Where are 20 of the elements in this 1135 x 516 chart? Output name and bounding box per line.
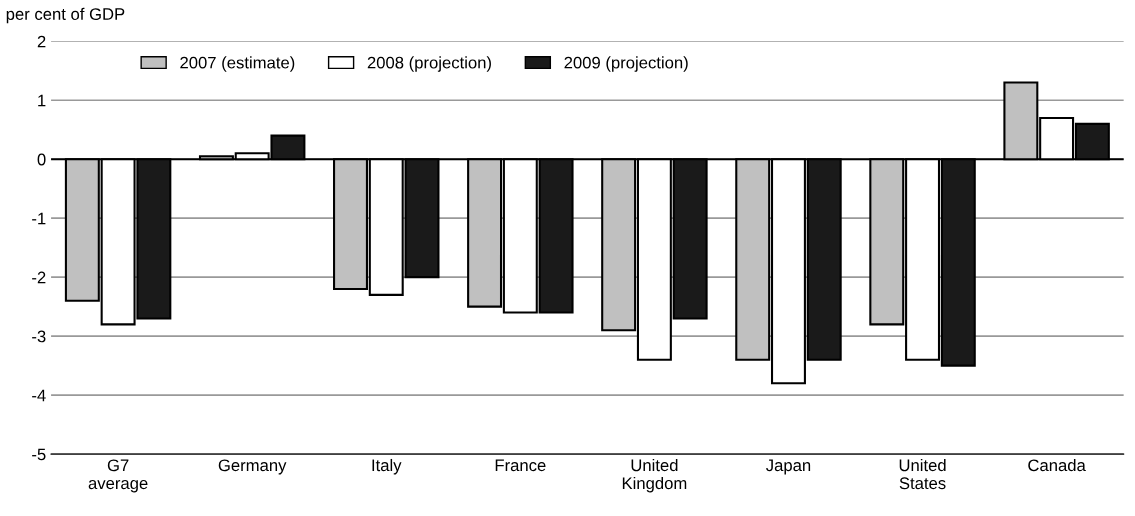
y-tick-label: -3 <box>32 330 46 343</box>
legend-label: 2008 (projection) <box>367 56 491 72</box>
y-tick-label: -2 <box>32 271 46 284</box>
y-axis-title: per cent of GDP <box>6 7 125 24</box>
x-tick-label: G7 average <box>88 459 148 493</box>
x-tick-label: France <box>495 459 546 472</box>
x-tick-label: Germany <box>218 459 287 475</box>
y-tick-label: 0 <box>37 153 46 166</box>
y-tick-label: -1 <box>32 212 46 225</box>
y-tick-label: 2 <box>37 35 46 48</box>
x-tick-label: Canada <box>1028 458 1086 472</box>
y-tick-label: 1 <box>38 94 46 107</box>
legend-label: 2009 (projection) <box>564 56 688 72</box>
y-tick-label: -5 <box>32 448 46 461</box>
x-tick-label: Italy <box>372 458 402 475</box>
y-tick-label: -4 <box>32 389 46 402</box>
legend-label: 2007 (estimate) <box>180 56 295 72</box>
x-tick-label: United Kingdom <box>622 458 687 493</box>
x-tick-label: United States <box>899 458 946 490</box>
x-tick-label: Japan <box>766 459 811 475</box>
